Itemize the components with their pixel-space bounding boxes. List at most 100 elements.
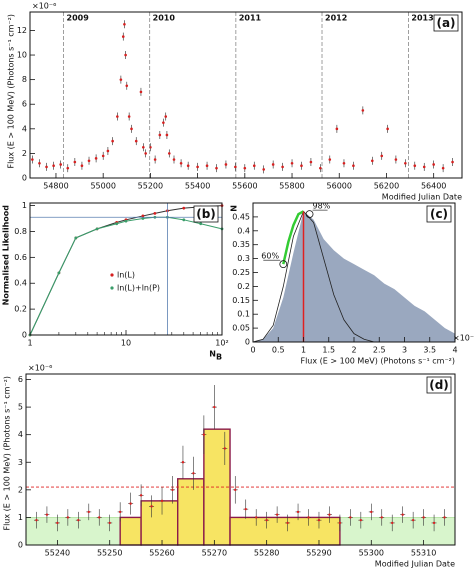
x-tick-label: 55260 — [149, 549, 174, 558]
x-tick-label: 1 — [27, 339, 32, 348]
legend-marker — [110, 273, 114, 277]
point — [404, 161, 407, 165]
y-tick-label: 3 — [18, 458, 23, 467]
x-tick-label: 10² — [215, 339, 228, 348]
point — [153, 211, 157, 215]
point — [199, 222, 203, 226]
point — [422, 516, 425, 519]
y-tick-label: 0.4 — [237, 226, 250, 235]
point — [179, 161, 183, 165]
legend-marker — [110, 286, 114, 290]
point — [139, 494, 143, 497]
y-tick-label: 0.05 — [232, 324, 250, 333]
panel-label: (d) — [429, 378, 449, 392]
point — [441, 166, 445, 170]
point — [73, 160, 77, 164]
y-tick-label: 0.2 — [237, 282, 250, 291]
x-axis-label: Modified Julian Date — [382, 193, 462, 202]
point — [172, 158, 176, 161]
y-tick-label: 0 — [18, 541, 23, 550]
point — [380, 154, 384, 158]
year-label: 2011 — [239, 14, 262, 23]
y-tick-label: 4 — [22, 124, 27, 133]
point — [370, 159, 374, 163]
y-tick-label: 0.1 — [237, 310, 250, 319]
point — [101, 154, 105, 158]
y-tick-label: 1 — [22, 201, 27, 210]
point — [45, 165, 48, 169]
point — [106, 149, 110, 153]
y-tick-label: 4 — [18, 430, 23, 439]
point — [413, 164, 417, 168]
point — [262, 168, 266, 171]
panel-label: (b) — [196, 207, 216, 221]
point — [144, 152, 147, 155]
block — [119, 516, 142, 546]
panel-label-box — [426, 376, 452, 394]
x-tick-label: 4 — [452, 346, 457, 355]
point — [116, 115, 119, 118]
y-tick-label: 2 — [22, 149, 27, 158]
block — [140, 500, 179, 546]
point — [300, 164, 303, 168]
x-axis-label: N — [209, 350, 216, 359]
x-tick-label: 2 — [351, 346, 356, 355]
y-axis-label: Flux (E > 100 MeV) (Photons s⁻¹ cm⁻²) — [3, 376, 12, 531]
point — [129, 502, 132, 505]
point — [87, 510, 90, 514]
band — [339, 517, 456, 546]
point — [296, 510, 300, 514]
point — [139, 90, 143, 94]
point — [171, 488, 174, 492]
x-tick-label: 56400 — [421, 182, 446, 191]
y-tick-label: 0.15 — [232, 296, 250, 305]
point — [182, 218, 186, 222]
x-tick-label: 55600 — [232, 182, 257, 191]
point — [319, 166, 322, 170]
point — [286, 521, 289, 525]
x-tick-label: 55800 — [279, 182, 304, 191]
point — [361, 109, 365, 112]
y-tick-label: 0.8 — [14, 227, 27, 236]
point — [411, 518, 415, 522]
x-tick-label: 55270 — [202, 549, 227, 558]
point — [349, 516, 352, 519]
x-tick-label: 55310 — [411, 549, 436, 558]
point — [66, 516, 70, 519]
y-tick-label: 0 — [22, 174, 27, 183]
x-tick-label: 10 — [121, 339, 131, 348]
point — [167, 152, 171, 155]
point — [182, 206, 186, 210]
plot-frame — [29, 11, 463, 179]
panel-label: (c) — [430, 207, 448, 221]
y-axis-label: N — [230, 205, 239, 212]
point — [119, 78, 123, 81]
point — [244, 507, 247, 511]
band — [25, 517, 121, 546]
point — [134, 139, 138, 143]
point — [359, 518, 363, 522]
point — [142, 145, 145, 149]
point — [432, 521, 436, 525]
point — [74, 236, 78, 240]
point — [196, 165, 199, 169]
x-axis-label-sub: B — [216, 353, 222, 362]
x-tick-label: 55200 — [138, 182, 163, 191]
y-axis-label: Flux (E > 100 MeV) (Photons s⁻¹ cm⁻²) — [7, 14, 16, 169]
point — [443, 516, 446, 519]
axis-exponent: ×10⁻⁶ — [453, 334, 474, 343]
legend-label: ln(L)+ln(P) — [117, 284, 160, 293]
point — [391, 521, 394, 525]
annotation-marker — [279, 260, 288, 269]
point — [66, 166, 70, 170]
point — [118, 510, 122, 514]
point — [162, 121, 165, 124]
point — [328, 158, 332, 161]
axis-exponent: ×10⁻⁶ — [32, 2, 56, 11]
x-tick-label: 56000 — [327, 182, 352, 191]
point — [202, 433, 206, 436]
point — [243, 166, 247, 170]
y-tick-label: 6 — [18, 375, 23, 384]
point — [254, 516, 258, 519]
